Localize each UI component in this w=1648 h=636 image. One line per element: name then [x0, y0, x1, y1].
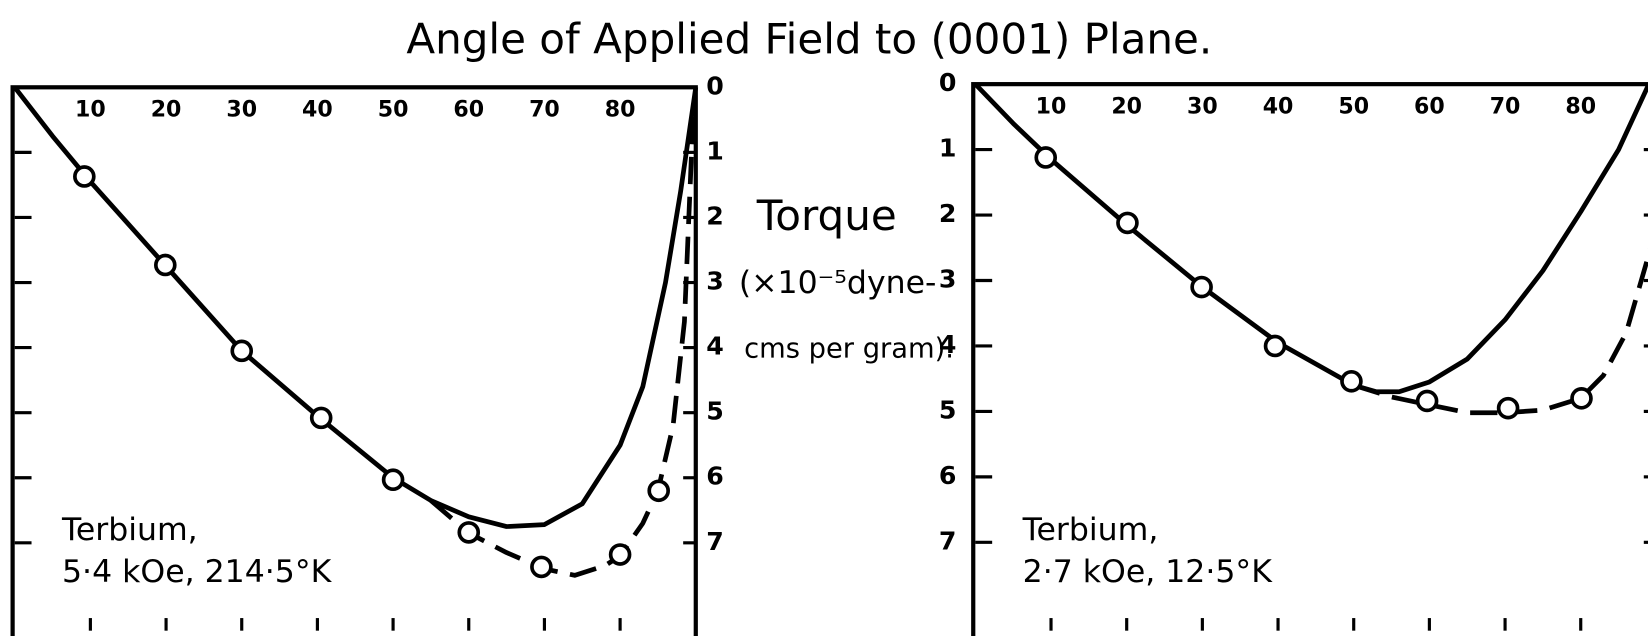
y-axis-label: Torque — [756, 191, 897, 240]
x-tick-label: 60 — [1414, 94, 1445, 119]
x-tick-label: 30 — [226, 97, 257, 122]
data-point — [530, 555, 553, 579]
y-tick-label: 7 — [706, 527, 724, 556]
y-tick-label: 5 — [706, 397, 724, 426]
x-tick-label: 60 — [453, 97, 484, 122]
x-tick-label: 80 — [605, 97, 636, 122]
annotation: 5·4 kOe, 214·5°K — [62, 554, 333, 590]
data-point — [1263, 334, 1287, 358]
y-tick-label: 7 — [939, 526, 957, 555]
data-point — [381, 468, 405, 492]
y-tick-label: 6 — [939, 461, 957, 490]
y-tick-label: 6 — [706, 462, 724, 491]
data-point — [647, 479, 670, 503]
data-point — [1034, 146, 1058, 169]
y-tick-label: 5 — [939, 395, 957, 424]
line — [973, 82, 1648, 395]
data-point — [1116, 211, 1139, 235]
x-tick-label: 50 — [378, 97, 409, 122]
data-point — [608, 543, 632, 566]
y-tick-label: 1 — [939, 134, 957, 163]
data-point — [230, 339, 254, 363]
data-point — [1415, 389, 1439, 413]
line — [12, 85, 699, 529]
data-point — [1190, 275, 1213, 299]
data-point — [154, 253, 177, 277]
x-tick-label: 80 — [1565, 94, 1596, 119]
x-tick-label: 20 — [151, 97, 182, 122]
y-tick-label: 4 — [939, 330, 957, 359]
x-tick-label: 20 — [1111, 94, 1142, 119]
annotation: Terbium, — [1022, 512, 1159, 548]
data-point — [457, 521, 481, 544]
y-tick-label: 2 — [706, 201, 724, 230]
y-tick-label: 0 — [939, 68, 957, 97]
y-tick-label: 1 — [706, 136, 724, 165]
y-tick-label: 4 — [706, 332, 724, 361]
x-tick-label: 70 — [529, 97, 560, 122]
y-axis-label: cms per gram). — [744, 334, 954, 365]
x-tick-label: 40 — [302, 97, 333, 122]
data-point — [309, 406, 333, 430]
chart-title: Angle of Applied Field to (0001) Plane. — [406, 15, 1212, 64]
data-point — [1340, 370, 1363, 393]
x-tick-label: 70 — [1490, 94, 1521, 119]
data-point — [1570, 387, 1593, 410]
x-tick-label: 40 — [1263, 94, 1294, 119]
x-tick-label: 10 — [1036, 94, 1067, 119]
data-point — [73, 165, 96, 188]
plot-frame — [971, 82, 1648, 636]
x-tick-label: 30 — [1187, 94, 1218, 119]
plot-frame — [10, 85, 698, 636]
y-axis-label: (×10⁻⁵dyne- — [739, 265, 936, 301]
y-tick-label: 0 — [706, 71, 724, 100]
x-tick-label: 50 — [1338, 94, 1369, 119]
annotation: Terbium, — [61, 512, 198, 548]
y-tick-label: 3 — [939, 265, 957, 294]
y-tick-label: 2 — [939, 199, 957, 228]
y-tick-label: 3 — [706, 267, 724, 296]
data-point — [1496, 396, 1520, 420]
x-tick-label: 10 — [75, 97, 106, 122]
annotation: 2·7 kOe, 12·5°K — [1023, 554, 1274, 590]
